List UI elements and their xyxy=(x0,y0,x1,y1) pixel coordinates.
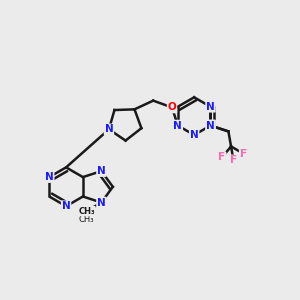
Text: F: F xyxy=(218,152,226,162)
Text: N: N xyxy=(190,130,199,140)
Text: N: N xyxy=(206,102,215,112)
Text: N: N xyxy=(173,121,182,130)
Text: N: N xyxy=(62,201,70,211)
Text: O: O xyxy=(168,103,176,112)
Text: N: N xyxy=(206,121,215,130)
Text: N: N xyxy=(206,121,215,130)
Text: N: N xyxy=(45,172,54,182)
Text: CH₃: CH₃ xyxy=(78,207,95,216)
Text: CH₃: CH₃ xyxy=(79,214,94,224)
Text: N: N xyxy=(97,197,106,208)
Text: N: N xyxy=(104,124,113,134)
Text: F: F xyxy=(240,148,247,158)
Text: N: N xyxy=(97,166,106,176)
Text: F: F xyxy=(230,155,237,165)
